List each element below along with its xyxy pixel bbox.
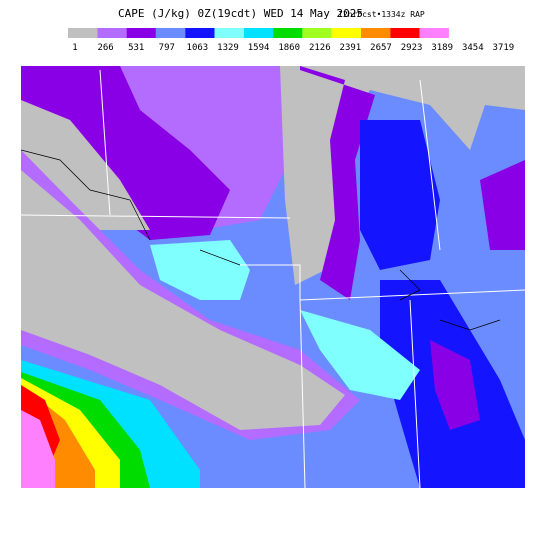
legend-swatch <box>302 28 332 38</box>
field-pink <box>21 410 55 488</box>
county-outlines <box>21 149 501 331</box>
field-purple <box>430 340 480 430</box>
legend-swatch <box>419 28 449 38</box>
legend-swatch <box>214 28 244 38</box>
legend-label: 2657 <box>370 43 392 53</box>
field-cyan <box>150 240 250 300</box>
legend-swatch <box>97 28 127 38</box>
legend-label: 3454 <box>462 43 484 53</box>
legend-label: 2126 <box>309 43 331 53</box>
color-legend: 1 266 531 797 1063 1329 1594 1860 2126 2391 2657 29… <box>68 28 514 53</box>
legend-swatch <box>273 28 303 38</box>
field-gray <box>21 170 345 430</box>
legend-swatch <box>331 28 361 38</box>
legend-label: 2391 <box>340 43 362 53</box>
legend-swatch <box>155 28 186 38</box>
legend-label: 1063 <box>187 43 209 53</box>
legend-label: 1860 <box>278 43 300 53</box>
legend-label: 3719 <box>493 43 515 53</box>
legend-label: 3189 <box>431 43 453 53</box>
legend-swatch <box>68 28 98 38</box>
legend-swatch <box>390 28 420 38</box>
legend-swatch <box>185 28 215 38</box>
field-purple <box>21 66 230 240</box>
map-field <box>21 66 525 488</box>
map-title: CAPE (J/kg) 0Z(19cdt) WED 14 May 2025 <box>118 7 363 20</box>
legend-swatch <box>243 28 274 38</box>
field-purple <box>480 160 525 250</box>
legend-swatch <box>361 28 391 38</box>
legend-label: 1594 <box>248 43 270 53</box>
state-borders <box>21 69 525 488</box>
legend-label: 1 <box>72 43 77 53</box>
legend-label: 797 <box>159 43 175 53</box>
legend-label: 1329 <box>217 43 239 53</box>
field-purple <box>300 66 375 300</box>
field-cyan <box>300 310 420 400</box>
legend-label: 531 <box>128 43 144 53</box>
legend-label: 2923 <box>401 43 423 53</box>
legend-swatch <box>126 28 156 38</box>
legend-label: 266 <box>97 43 113 53</box>
map-subtitle: 12hrFcst•1334z RAP <box>338 10 425 19</box>
field-blue <box>360 120 440 270</box>
